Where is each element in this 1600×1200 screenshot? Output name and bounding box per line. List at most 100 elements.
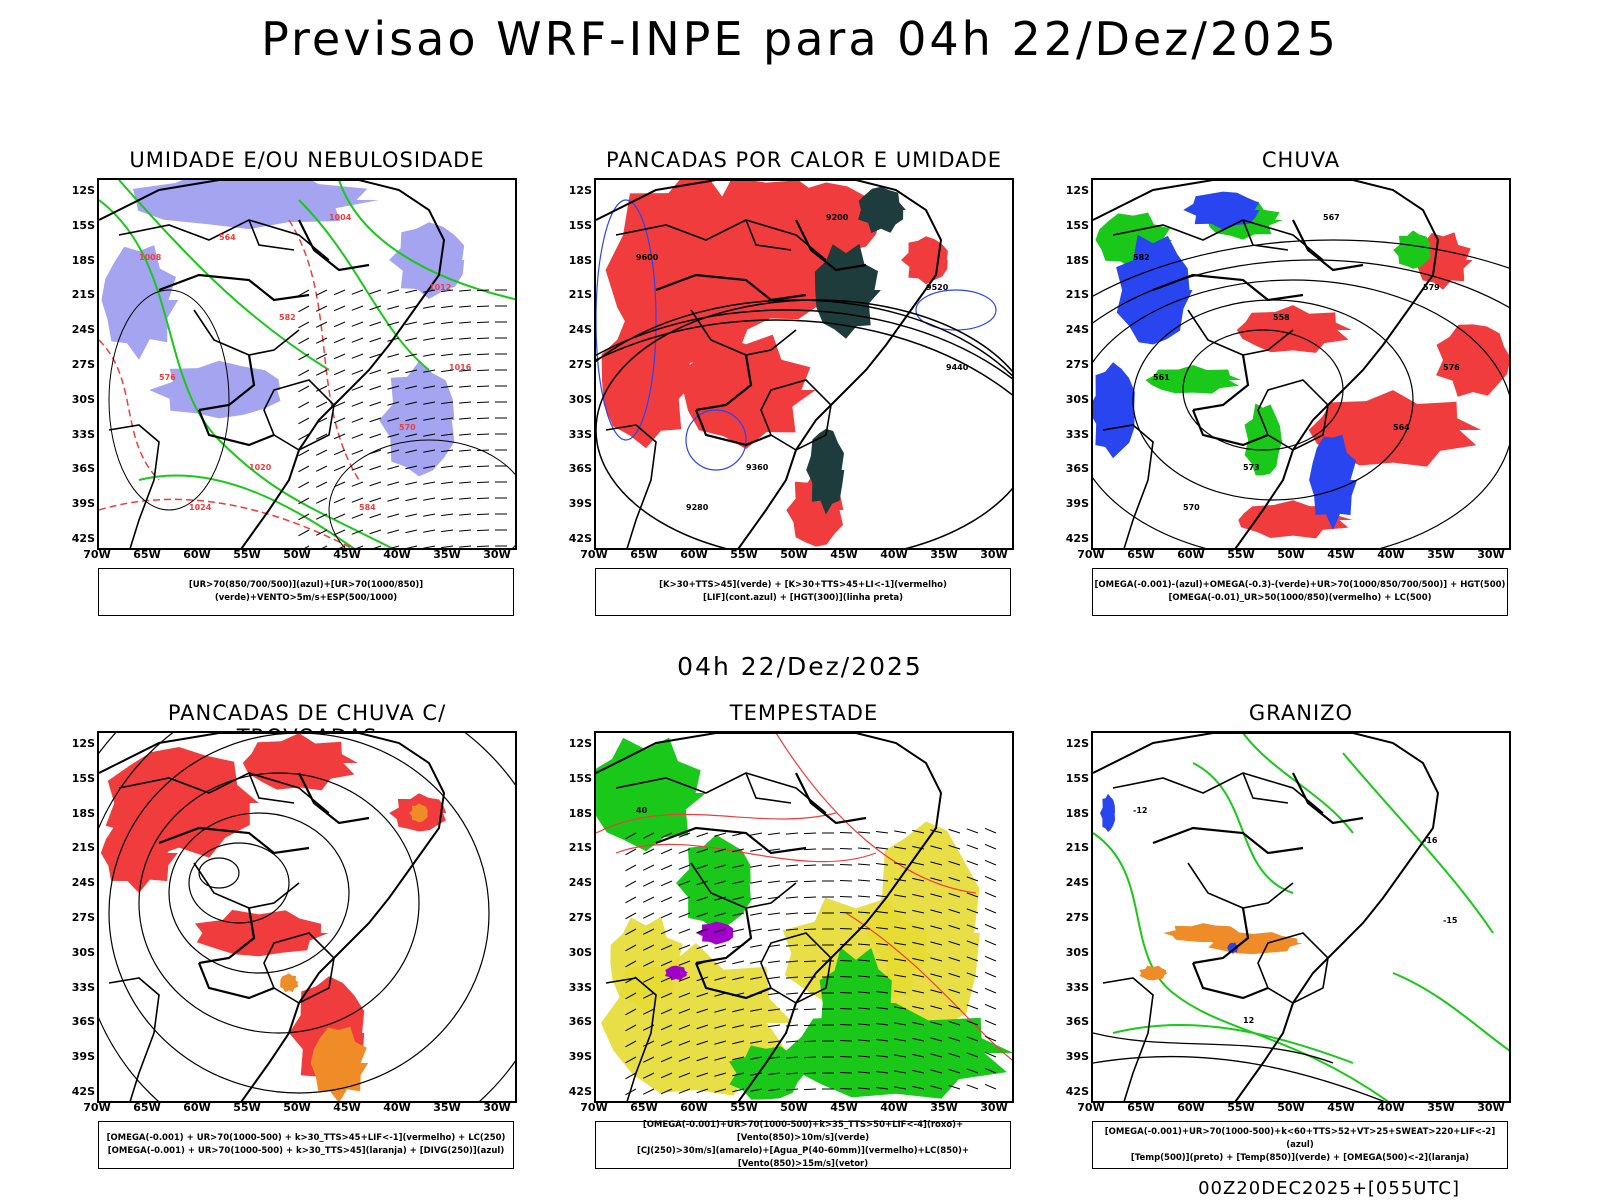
lat-tick-label: 21S — [568, 841, 592, 855]
wind-vector — [387, 529, 400, 534]
wind-vector — [405, 289, 418, 294]
temp850-contour-green — [1392, 972, 1509, 1052]
wind-vector — [441, 513, 454, 517]
wind-vector — [876, 1086, 889, 1090]
wind-vector — [441, 417, 454, 421]
wind-vector — [966, 876, 979, 882]
political-border — [615, 219, 827, 261]
hail-area-orange — [1139, 965, 1168, 981]
political-border — [1192, 354, 1250, 412]
wind-vector — [858, 1039, 871, 1042]
wind-vector — [678, 880, 691, 886]
contour-label: 40 — [636, 806, 648, 815]
wind-vector — [858, 991, 871, 994]
wind-vector — [476, 465, 490, 468]
run-info-label: 00Z20DEC2025+[055UTC] — [1198, 1178, 1460, 1199]
lat-tick-label: 39S — [1065, 497, 1089, 511]
political-border — [695, 907, 753, 965]
lat-tick-label: 24S — [71, 323, 95, 337]
wind-vector — [660, 848, 673, 855]
contour-label: 579 — [1423, 283, 1440, 292]
lat-tick-label: 12S — [1065, 184, 1089, 197]
convection-area-red — [683, 334, 816, 449]
political-border — [248, 219, 295, 251]
map-canvas: 582 579 576 573 570 567 564 561 558 — [1093, 180, 1509, 548]
wind-vector — [912, 1085, 925, 1090]
wind-vector — [423, 465, 436, 469]
wind-vector — [984, 859, 997, 866]
wind-vector — [660, 912, 673, 919]
legend-line: [OMEGA(-0.001)+UR>70(1000-500)+k<60+TTS>… — [1104, 1126, 1496, 1150]
wind-vector — [333, 497, 346, 504]
wind-vector — [696, 912, 709, 918]
wind-vector — [298, 353, 310, 361]
contour-label: 1004 — [329, 213, 352, 222]
map-canvas: 9600 9520 9440 9360 9280 9200 — [596, 180, 1012, 548]
humidity-area-lavender — [101, 245, 179, 360]
wind-vector — [459, 385, 472, 388]
contour-label: 567 — [1323, 213, 1340, 222]
political-border — [298, 772, 370, 825]
wind-vector — [858, 975, 871, 978]
wind-vector — [714, 1040, 727, 1045]
convection-area-red — [601, 315, 696, 449]
legend-tempestade: [OMEGA(-0.001)+UR>70(1000-500)+k>35_TTS>… — [595, 1120, 1011, 1169]
lon-tick-label: 60W — [680, 548, 708, 561]
lat-tick-label: 15S — [71, 218, 95, 232]
wind-vector — [966, 972, 979, 978]
wind-vector — [750, 944, 763, 948]
wind-vector — [858, 1087, 871, 1090]
lat-tick-label: 33S — [1065, 980, 1089, 994]
lon-tick-label: 30W — [980, 548, 1008, 561]
wind-vector — [459, 449, 472, 452]
lon-tick-label: 40W — [880, 1101, 908, 1114]
rain-area-red — [1308, 390, 1482, 467]
lat-tick-label: 36S — [71, 1015, 95, 1029]
wind-vector — [732, 960, 745, 965]
political-border — [795, 772, 867, 825]
wind-vector — [423, 545, 436, 548]
wind-vector — [930, 829, 943, 834]
contour-label: 1020 — [249, 463, 272, 472]
wind-vector — [894, 830, 907, 834]
lat-tick-label: 42S — [568, 1085, 592, 1098]
wind-vector — [786, 1072, 799, 1075]
wind-vector — [696, 1024, 709, 1030]
political-border — [108, 424, 160, 548]
wind-vector — [405, 401, 418, 406]
wind-vector — [643, 864, 655, 871]
wind-vector — [369, 385, 382, 391]
wind-vector — [625, 1056, 637, 1064]
wind-vector — [894, 1054, 907, 1058]
wind-vector — [768, 880, 781, 884]
contour-label: -12 — [1133, 806, 1147, 815]
wind-vector — [912, 861, 925, 866]
wind-vector — [459, 497, 472, 500]
lat-tick-label: 24S — [568, 876, 592, 890]
wind-vector — [678, 960, 691, 966]
contour-label: 561 — [1153, 373, 1170, 382]
political-border — [1292, 772, 1364, 825]
political-border — [198, 354, 256, 412]
streamline — [138, 772, 420, 1034]
wind-vector — [876, 910, 889, 914]
lat-tick-label: 33S — [71, 427, 95, 441]
wind-vector — [966, 1068, 979, 1074]
wind-vector — [625, 848, 637, 856]
lon-tick-label: 70W — [83, 1101, 111, 1114]
lon-tick-label: 35W — [930, 548, 958, 561]
lat-tick-label: 39S — [568, 497, 592, 511]
wind-vector — [876, 830, 889, 834]
wind-vector — [786, 896, 799, 899]
lon-tick-label: 55W — [1227, 1101, 1255, 1114]
storm-area-purple — [696, 921, 734, 945]
wind-vector — [476, 481, 490, 484]
wind-vector — [476, 369, 490, 372]
wind-vector — [643, 880, 655, 887]
lon-tick-label: 65W — [1127, 548, 1155, 561]
lon-tick-label: 55W — [233, 548, 261, 561]
contour-label: 9520 — [926, 283, 949, 292]
rain-area-red — [1436, 324, 1509, 397]
lat-tick-label: 15S — [1065, 771, 1089, 785]
wind-vector — [643, 960, 655, 967]
